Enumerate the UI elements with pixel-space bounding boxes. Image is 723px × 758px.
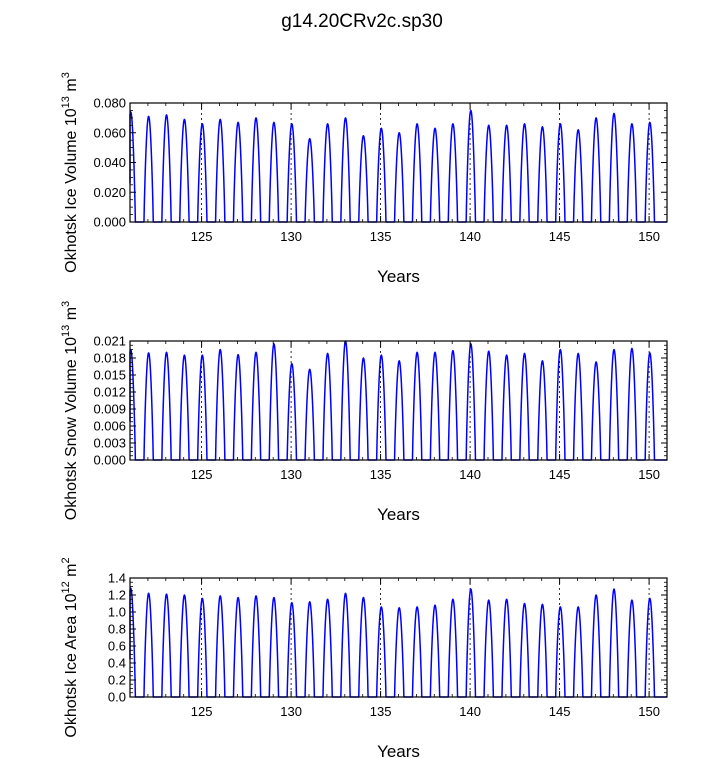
panel1-xtick-label: 145 — [549, 229, 571, 244]
panel1-xtick-label: 150 — [638, 229, 660, 244]
panel3-xtick-label: 130 — [280, 704, 302, 719]
panel3-series-line — [129, 587, 667, 698]
panel2-ytick-label: 0.012 — [93, 385, 126, 400]
panel2-xtick-label: 145 — [549, 467, 571, 482]
panel1-yaxis-label-part: 3 — [60, 72, 72, 78]
panel3-ytick-label: 0.2 — [108, 673, 126, 688]
panel1-xtick-label: 140 — [459, 229, 481, 244]
panel1-series-line — [129, 109, 667, 223]
panel3-yaxis-label: Okhotsk Ice Area 1012 m2 — [60, 557, 80, 737]
panel3-yaxis-label-part: m — [63, 564, 80, 582]
panel1-yaxis-label-part: 13 — [60, 96, 72, 108]
panel1-yaxis-label: Okhotsk Ice Volume 1013 m3 — [60, 72, 80, 273]
panel3-ytick-label: 0.0 — [108, 690, 126, 705]
panel2-ytick-label: 0.003 — [93, 436, 126, 451]
panel2-yaxis-label-part: 3 — [60, 301, 72, 307]
panel2-plot-frame — [129, 340, 668, 461]
panel1-plot-frame — [129, 102, 668, 223]
panel3-xtick-label: 135 — [370, 704, 392, 719]
panel2-xtick-label: 125 — [191, 467, 213, 482]
panel3-xtick-label: 150 — [638, 704, 660, 719]
panel1-xaxis-label: Years — [377, 267, 420, 286]
panel1-xtick-label: 125 — [191, 229, 213, 244]
panel3-yaxis-label-part: Okhotsk Ice Area 10 — [63, 593, 80, 737]
panel3-yaxis-label-part: 12 — [60, 581, 72, 593]
panel2-ytick-label: 0.000 — [93, 453, 126, 468]
panel1-yaxis-label-part: Okhotsk Ice Volume 10 — [63, 108, 80, 273]
panel1-ytick-label: 0.020 — [93, 185, 126, 200]
panel3-ytick-label: 0.6 — [108, 639, 126, 654]
panel3-xtick-label: 125 — [191, 704, 213, 719]
panel3-ytick-label: 1.4 — [108, 571, 126, 586]
panel1-xtick-label: 135 — [370, 229, 392, 244]
panel2-xtick-label: 150 — [638, 467, 660, 482]
panel2-xtick-label: 130 — [280, 467, 302, 482]
panel1-yaxis-label-part: m — [63, 78, 80, 96]
panel2-ytick-label: 0.021 — [93, 334, 126, 349]
panel2-ytick-label: 0.006 — [93, 419, 126, 434]
panel2-ytick-label: 0.018 — [93, 351, 126, 366]
panel1-ytick-label: 0.040 — [93, 155, 126, 170]
panel3-yaxis-label-part: 2 — [60, 557, 72, 563]
panel2-series-line — [129, 340, 667, 461]
panel2-yaxis-label: Okhotsk Snow Volume 1013 m3 — [60, 301, 80, 520]
panel3-plot-frame — [129, 577, 668, 698]
panel1-xtick-label: 130 — [280, 229, 302, 244]
panel1-ytick-label: 0.000 — [93, 215, 126, 230]
panel1-ytick-label: 0.080 — [93, 96, 126, 111]
panel3-xtick-label: 140 — [459, 704, 481, 719]
panel2-yaxis-label-part: 13 — [60, 325, 72, 337]
panel2-yaxis-label-part: Okhotsk Snow Volume 10 — [63, 337, 80, 520]
panel2-ytick-label: 0.015 — [93, 368, 126, 383]
panel2-yaxis-label-part: m — [63, 307, 80, 325]
panel3-ytick-label: 1.0 — [108, 605, 126, 620]
panel1-ytick-label: 0.060 — [93, 125, 126, 140]
panel2-xtick-label: 140 — [459, 467, 481, 482]
panel3-ytick-label: 0.4 — [108, 656, 126, 671]
panel2-xaxis-label: Years — [377, 505, 420, 524]
panel2-xtick-label: 135 — [370, 467, 392, 482]
panel3-xtick-label: 145 — [549, 704, 571, 719]
figure-title: g14.20CRv2c.sp30 — [281, 11, 443, 32]
panel3-ytick-label: 0.8 — [108, 622, 126, 637]
panel3-ytick-label: 1.2 — [108, 588, 126, 603]
panel2-ytick-label: 0.009 — [93, 402, 126, 417]
panel3-xaxis-label: Years — [377, 742, 420, 758]
